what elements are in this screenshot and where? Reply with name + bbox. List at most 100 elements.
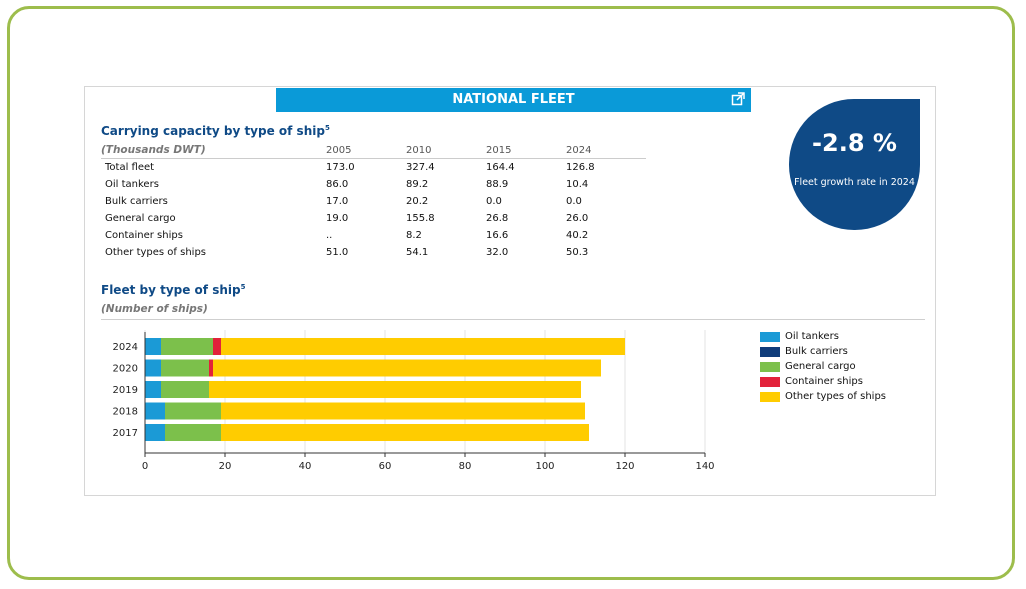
section-header: NATIONAL FLEET <box>276 88 751 112</box>
bar-segment <box>213 338 221 355</box>
table-cell: 155.8 <box>406 213 435 224</box>
x-tick-label: 80 <box>459 461 472 472</box>
legend-swatch <box>760 376 780 387</box>
row-label: Total fleet <box>105 162 155 173</box>
table-cell: 19.0 <box>326 213 349 224</box>
bar-segment <box>221 424 589 441</box>
bar-segment <box>145 402 165 420</box>
legend-item: Container ships <box>760 374 886 389</box>
fleet-title: Fleet by type of ship5 <box>101 283 246 297</box>
table-cell: 0.0 <box>566 196 582 207</box>
table-row: Oil tankers 86.0 89.2 88.9 10.4 <box>101 176 646 193</box>
table-cell: 86.0 <box>326 179 349 190</box>
table-cell: 26.8 <box>486 213 509 224</box>
bar-segment <box>221 338 625 355</box>
bar-segment <box>161 381 209 398</box>
table-cell: 126.8 <box>566 162 595 173</box>
x-tick-label: 60 <box>379 461 392 472</box>
table-cell: 17.0 <box>326 196 349 207</box>
table-cell: 26.0 <box>566 213 589 224</box>
y-tick-label: 2018 <box>113 407 138 418</box>
growth-rate-value: -2.8 % <box>812 129 897 157</box>
legend-label: General cargo <box>785 361 856 372</box>
table-row: Other types of ships 51.0 54.1 32.0 50.3 <box>101 244 646 261</box>
row-label: Container ships <box>105 230 183 241</box>
x-tick-label: 0 <box>142 461 148 472</box>
y-tick-label: 2017 <box>113 428 138 439</box>
table-cell: 0.0 <box>486 196 502 207</box>
legend-item: Bulk carriers <box>760 344 886 359</box>
row-label: Bulk carriers <box>105 196 168 207</box>
table-row: Total fleet 173.0 327.4 164.4 126.8 <box>101 159 646 177</box>
chart-legend: Oil tankers Bulk carriers General cargo Con… <box>760 329 886 404</box>
fleet-bar-chart: 2024 2020 2019 2018 2017 0 20 40 60 80 100 120 140 <box>113 330 715 472</box>
table-row: Bulk carriers 17.0 20.2 0.0 0.0 <box>101 193 646 210</box>
bar-segment <box>145 424 165 441</box>
table-cell: 32.0 <box>486 247 509 258</box>
year-header: 2024 <box>566 144 592 156</box>
table-cell: 16.6 <box>486 230 509 241</box>
row-label: Oil tankers <box>105 179 159 190</box>
table-cell: 327.4 <box>406 162 435 173</box>
table-row: General cargo 19.0 155.8 26.8 26.0 <box>101 210 646 227</box>
row-label: General cargo <box>105 213 176 224</box>
table-cell: 164.4 <box>486 162 515 173</box>
table-cell: 8.2 <box>406 230 422 241</box>
bar-segment <box>209 381 581 398</box>
growth-rate-badge: -2.8 % Fleet growth rate in 2024 <box>789 99 920 230</box>
table-cell: 51.0 <box>326 247 349 258</box>
unit-label: (Thousands DWT) <box>101 144 206 156</box>
capacity-header-row: (Thousands DWT) 2005 2010 2015 2024 <box>101 142 646 159</box>
section-title: NATIONAL FLEET <box>452 92 575 107</box>
x-tick-label: 100 <box>535 461 554 472</box>
divider <box>101 319 925 320</box>
year-header: 2010 <box>406 144 432 156</box>
growth-rate-label: Fleet growth rate in 2024 <box>794 177 915 188</box>
bar-segment <box>221 402 585 420</box>
table-cell: 10.4 <box>566 179 589 190</box>
bar-segment <box>145 359 161 377</box>
table-cell: 40.2 <box>566 230 589 241</box>
bar-segment <box>213 359 601 377</box>
legend-item: Other types of ships <box>760 389 886 404</box>
bar-segment <box>165 402 221 420</box>
bar-segment <box>209 359 213 377</box>
legend-swatch <box>760 361 780 372</box>
table-cell: 54.1 <box>406 247 429 258</box>
legend-item: Oil tankers <box>760 329 886 344</box>
x-tick-label: 140 <box>695 461 714 472</box>
year-header: 2005 <box>326 144 352 156</box>
bar-segment <box>165 424 221 441</box>
table-cell: .. <box>326 230 333 241</box>
legend-swatch <box>760 346 780 357</box>
legend-swatch <box>760 391 780 402</box>
fleet-unit: (Number of ships) <box>101 303 208 315</box>
year-header: 2015 <box>486 144 512 156</box>
bar-segment <box>161 359 209 377</box>
table-cell: 89.2 <box>406 179 429 190</box>
capacity-title: Carrying capacity by type of ship5 <box>101 124 330 138</box>
x-tick-label: 120 <box>615 461 634 472</box>
x-tick-label: 40 <box>299 461 312 472</box>
table-cell: 88.9 <box>486 179 509 190</box>
bar-segment <box>145 381 161 398</box>
bar-segment <box>161 338 213 355</box>
legend-item: General cargo <box>760 359 886 374</box>
y-tick-label: 2020 <box>113 364 138 375</box>
y-tick-label: 2024 <box>113 342 138 353</box>
row-label: Other types of ships <box>105 247 207 258</box>
legend-label: Bulk carriers <box>785 346 848 357</box>
x-tick-label: 20 <box>219 461 232 472</box>
bar-segment <box>145 338 161 355</box>
table-row: Container ships.. 8.2 16.6 40.2 <box>101 227 646 244</box>
legend-label: Container ships <box>785 376 863 387</box>
table-cell: 50.3 <box>566 247 589 258</box>
legend-label: Oil tankers <box>785 331 839 342</box>
capacity-table: (Thousands DWT) 2005 2010 2015 2024 Tota… <box>101 142 646 261</box>
table-cell: 173.0 <box>326 162 355 173</box>
table-cell: 20.2 <box>406 196 429 207</box>
external-link-icon[interactable] <box>731 92 745 106</box>
legend-label: Other types of ships <box>785 391 887 402</box>
legend-swatch <box>760 331 780 342</box>
y-tick-label: 2019 <box>113 385 138 396</box>
